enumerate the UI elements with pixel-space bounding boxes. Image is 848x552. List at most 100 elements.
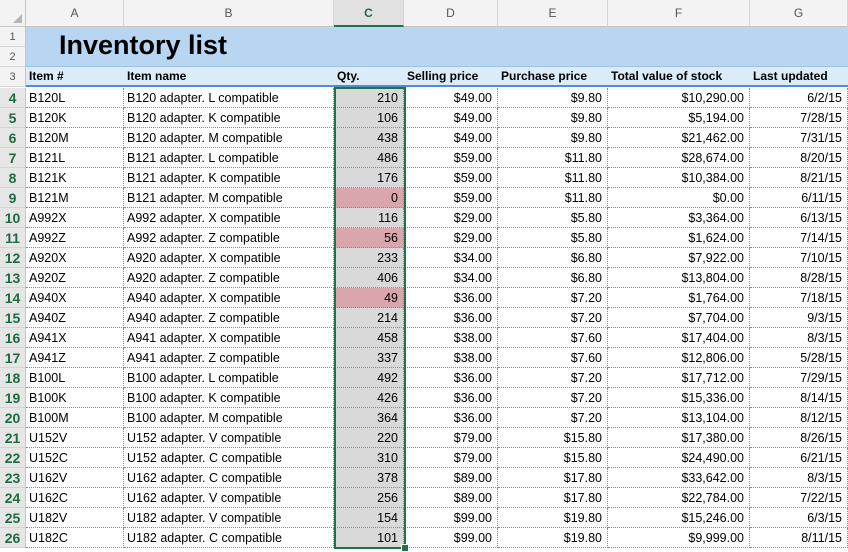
cell-item-number[interactable]: B100M	[26, 408, 124, 428]
cell-last-updated[interactable]: 9/3/15	[750, 308, 848, 328]
cell-qty[interactable]: 176	[334, 168, 404, 188]
cell-item-name[interactable]: A992 adapter. X compatible	[124, 208, 334, 228]
cell-last-updated[interactable]: 6/21/15	[750, 448, 848, 468]
cell-purchase-price[interactable]: $17.80	[498, 468, 608, 488]
row-header[interactable]: 11	[0, 228, 26, 248]
cell-purchase-price[interactable]: $7.20	[498, 388, 608, 408]
row-header[interactable]: 10	[0, 208, 26, 228]
cell-item-name[interactable]: A941 adapter. X compatible	[124, 328, 334, 348]
cell-purchase-price[interactable]: $11.80	[498, 168, 608, 188]
cell-qty[interactable]: 106	[334, 108, 404, 128]
cell-qty[interactable]: 101	[334, 528, 404, 548]
cell-qty[interactable]: 406	[334, 268, 404, 288]
cell-qty[interactable]: 56	[334, 228, 404, 248]
cell-item-name[interactable]: U162 adapter. V compatible	[124, 488, 334, 508]
cell-selling-price[interactable]: $49.00	[404, 108, 498, 128]
row-header[interactable]: 22	[0, 448, 26, 468]
cell-item-name[interactable]: U182 adapter. C compatible	[124, 528, 334, 548]
cell-qty[interactable]: 492	[334, 368, 404, 388]
cell-selling-price[interactable]: $34.00	[404, 248, 498, 268]
cell-item-number[interactable]: U162C	[26, 488, 124, 508]
cell-selling-price[interactable]: $29.00	[404, 228, 498, 248]
cell-item-number[interactable]: U182V	[26, 508, 124, 528]
cell-selling-price[interactable]: $38.00	[404, 328, 498, 348]
cell-purchase-price[interactable]: $15.80	[498, 448, 608, 468]
cell-last-updated[interactable]: 8/12/15	[750, 408, 848, 428]
cell-purchase-price[interactable]: $5.80	[498, 208, 608, 228]
cell-item-name[interactable]: B100 adapter. K compatible	[124, 388, 334, 408]
cell-selling-price[interactable]: $36.00	[404, 288, 498, 308]
cell-selling-price[interactable]: $49.00	[404, 128, 498, 148]
cell-qty[interactable]: 233	[334, 248, 404, 268]
cell-selling-price[interactable]: $89.00	[404, 468, 498, 488]
cell-qty[interactable]: 426	[334, 388, 404, 408]
cell-total-value[interactable]: $3,364.00	[608, 208, 750, 228]
cell-qty[interactable]: 438	[334, 128, 404, 148]
row-header[interactable]: 25	[0, 508, 26, 528]
cell-item-number[interactable]: B100K	[26, 388, 124, 408]
row-header[interactable]: 16	[0, 328, 26, 348]
header-item-number[interactable]: Item #	[29, 69, 64, 83]
cell-item-number[interactable]: A992X	[26, 208, 124, 228]
cell-qty[interactable]: 49	[334, 288, 404, 308]
cell-last-updated[interactable]: 8/26/15	[750, 428, 848, 448]
cell-item-name[interactable]: A920 adapter. Z compatible	[124, 268, 334, 288]
cell-last-updated[interactable]: 7/29/15	[750, 368, 848, 388]
cell-item-name[interactable]: A920 adapter. X compatible	[124, 248, 334, 268]
cell-last-updated[interactable]: 6/2/15	[750, 88, 848, 108]
cell-selling-price[interactable]: $79.00	[404, 448, 498, 468]
cell-last-updated[interactable]: 8/14/15	[750, 388, 848, 408]
cell-selling-price[interactable]: $36.00	[404, 308, 498, 328]
row-header[interactable]: 4	[0, 88, 26, 108]
cell-qty[interactable]: 256	[334, 488, 404, 508]
cell-total-value[interactable]: $13,104.00	[608, 408, 750, 428]
cell-selling-price[interactable]: $34.00	[404, 268, 498, 288]
cell-purchase-price[interactable]: $9.80	[498, 108, 608, 128]
column-header-d[interactable]: D	[404, 0, 498, 27]
cell-purchase-price[interactable]: $11.80	[498, 148, 608, 168]
cell-total-value[interactable]: $17,404.00	[608, 328, 750, 348]
cell-total-value[interactable]: $15,246.00	[608, 508, 750, 528]
cell-purchase-price[interactable]: $5.80	[498, 228, 608, 248]
cell-purchase-price[interactable]: $6.80	[498, 268, 608, 288]
cell-item-number[interactable]: A941Z	[26, 348, 124, 368]
header-last-updated[interactable]: Last updated	[753, 69, 828, 83]
cell-item-name[interactable]: A940 adapter. X compatible	[124, 288, 334, 308]
cell-item-number[interactable]: A920Z	[26, 268, 124, 288]
cell-item-name[interactable]: U162 adapter. C compatible	[124, 468, 334, 488]
row-header[interactable]: 5	[0, 108, 26, 128]
row-header[interactable]: 26	[0, 528, 26, 548]
header-item-name[interactable]: Item name	[127, 69, 187, 83]
cell-last-updated[interactable]: 8/11/15	[750, 528, 848, 548]
row-header[interactable]: 20	[0, 408, 26, 428]
cell-total-value[interactable]: $13,804.00	[608, 268, 750, 288]
cell-selling-price[interactable]: $36.00	[404, 368, 498, 388]
cell-purchase-price[interactable]: $11.80	[498, 188, 608, 208]
cell-item-number[interactable]: U152V	[26, 428, 124, 448]
cell-item-number[interactable]: U152C	[26, 448, 124, 468]
cell-total-value[interactable]: $21,462.00	[608, 128, 750, 148]
cell-selling-price[interactable]: $36.00	[404, 388, 498, 408]
cell-total-value[interactable]: $7,704.00	[608, 308, 750, 328]
fill-handle[interactable]	[401, 544, 409, 552]
cell-last-updated[interactable]: 7/31/15	[750, 128, 848, 148]
row-header[interactable]: 21	[0, 428, 26, 448]
cell-item-name[interactable]: B121 adapter. M compatible	[124, 188, 334, 208]
cell-item-number[interactable]: A940X	[26, 288, 124, 308]
cell-selling-price[interactable]: $99.00	[404, 528, 498, 548]
cell-purchase-price[interactable]: $9.80	[498, 128, 608, 148]
cell-qty[interactable]: 337	[334, 348, 404, 368]
row-header[interactable]: 23	[0, 468, 26, 488]
cell-selling-price[interactable]: $59.00	[404, 188, 498, 208]
cell-item-number[interactable]: B121M	[26, 188, 124, 208]
row-header[interactable]: 7	[0, 148, 26, 168]
cell-purchase-price[interactable]: $6.80	[498, 248, 608, 268]
row-header-2[interactable]: 2	[0, 47, 26, 67]
cell-qty[interactable]: 310	[334, 448, 404, 468]
row-header[interactable]: 13	[0, 268, 26, 288]
cell-item-number[interactable]: A940Z	[26, 308, 124, 328]
cell-item-name[interactable]: A940 adapter. Z compatible	[124, 308, 334, 328]
cell-purchase-price[interactable]: $19.80	[498, 528, 608, 548]
row-header[interactable]: 8	[0, 168, 26, 188]
cell-last-updated[interactable]: 7/22/15	[750, 488, 848, 508]
